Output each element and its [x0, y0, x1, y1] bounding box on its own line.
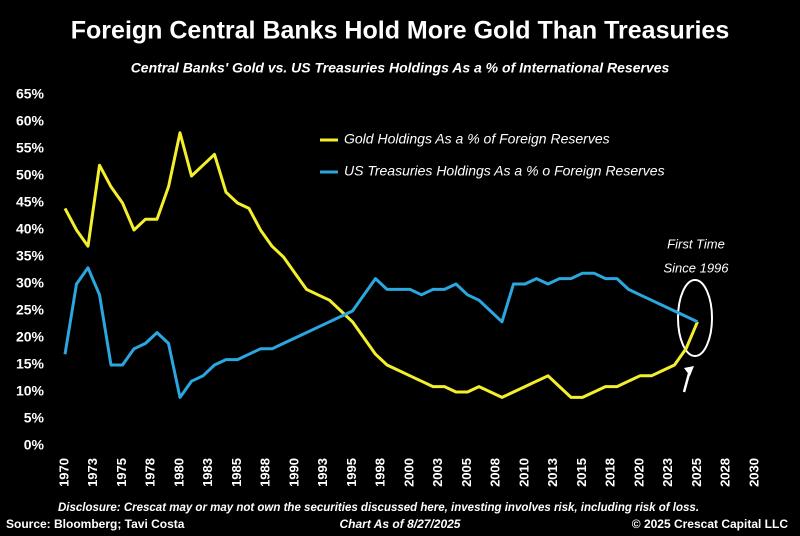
y-tick-label: 20% — [16, 329, 45, 345]
annotation: First Time — [667, 236, 725, 251]
y-tick-label: 40% — [16, 221, 45, 237]
x-tick-label: 2000 — [401, 458, 416, 487]
x-tick-label: 1970 — [56, 458, 71, 487]
x-tick-label: 1985 — [229, 458, 244, 487]
y-tick-label: 35% — [16, 248, 45, 264]
x-tick-label: 1980 — [171, 458, 186, 487]
x-tick-label: 2015 — [574, 458, 589, 487]
disclosure: Disclosure: Crescat may or may not own t… — [58, 502, 699, 514]
legend-label: Gold Holdings As a % of Foreign Reserves — [344, 131, 610, 147]
y-tick-label: 65% — [16, 86, 45, 102]
chart-subtitle: Central Banks' Gold vs. US Treasuries Ho… — [131, 60, 670, 76]
x-tick-label: 2025 — [689, 458, 704, 487]
source: Source: Bloomberg; Tavi Costa — [6, 517, 185, 531]
copyright: © 2025 Crescat Capital LLC — [632, 517, 789, 531]
x-tick-label: 1983 — [200, 458, 215, 487]
highlight-ellipse — [677, 279, 713, 357]
x-tick-label: 1995 — [344, 458, 359, 487]
y-tick-label: 15% — [16, 356, 45, 372]
arrow-head — [684, 366, 694, 376]
x-tick-label: 2013 — [545, 458, 560, 487]
y-tick-label: 60% — [16, 113, 45, 129]
y-tick-label: 45% — [16, 194, 45, 210]
x-tick-label: 1990 — [286, 458, 301, 487]
x-tick-label: 1978 — [143, 458, 158, 487]
legend-label: US Treasuries Holdings As a % o Foreign … — [344, 163, 665, 179]
y-tick-label: 30% — [16, 275, 45, 291]
x-tick-label: 1975 — [114, 458, 129, 487]
date-note: Chart As of 8/27/2025 — [340, 517, 461, 531]
x-tick-label: 2023 — [660, 458, 675, 487]
x-tick-label: 1973 — [85, 458, 100, 487]
x-tick-label: 2020 — [631, 458, 646, 487]
x-tick-label: 2010 — [516, 458, 531, 487]
x-tick-label: 2028 — [718, 458, 733, 487]
x-tick-label: 1988 — [258, 458, 273, 487]
x-tick-label: 2018 — [603, 458, 618, 487]
y-tick-label: 5% — [24, 410, 45, 426]
annotation: Since 1996 — [663, 260, 729, 275]
y-tick-label: 25% — [16, 302, 45, 318]
x-tick-label: 2008 — [488, 458, 503, 487]
x-tick-label: 1998 — [373, 458, 388, 487]
x-tick-label: 2030 — [746, 458, 761, 487]
x-tick-label: 2003 — [430, 458, 445, 487]
chart-title: Foreign Central Banks Hold More Gold Tha… — [71, 17, 729, 45]
y-tick-label: 0% — [24, 437, 45, 453]
series-line — [63, 266, 699, 399]
y-tick-label: 50% — [16, 167, 45, 183]
y-tick-label: 55% — [16, 140, 45, 156]
x-tick-label: 1993 — [315, 458, 330, 487]
series-line — [63, 131, 699, 399]
x-tick-label: 2005 — [459, 458, 474, 487]
y-tick-label: 10% — [16, 383, 45, 399]
